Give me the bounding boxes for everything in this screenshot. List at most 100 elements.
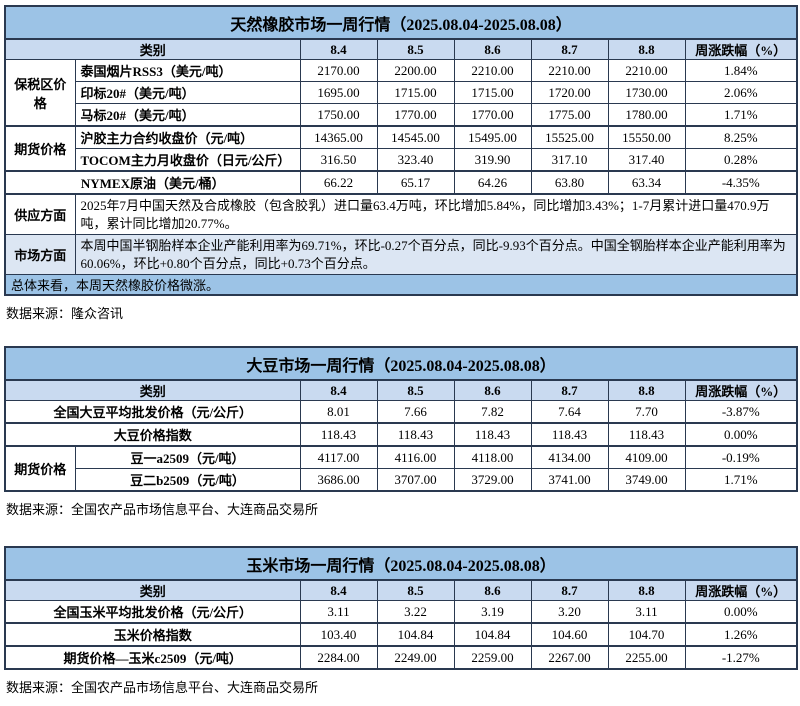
change-cell: 1.71%	[684, 103, 798, 127]
value-cell: 1770.00	[453, 103, 532, 127]
value-cell: 2284.00	[299, 645, 378, 670]
value-cell: 118.43	[453, 422, 532, 447]
value-cell: 103.40	[299, 622, 378, 647]
change-cell: 0.00%	[684, 422, 798, 447]
row-label: 马标20#（美元/吨）	[74, 103, 301, 127]
value-cell: 319.90	[453, 148, 532, 172]
change-header: 周涨跌幅（%）	[684, 38, 798, 60]
change-cell: 0.00%	[684, 600, 798, 624]
market-text: 本周中国半钢胎样本企业产能利用率为69.71%，环比-0.27个百分点，同比-9…	[74, 234, 798, 276]
date-header: 8.6	[453, 38, 532, 60]
value-cell: 2249.00	[376, 645, 455, 670]
value-cell: 4116.00	[376, 445, 455, 470]
value-cell: 3.22	[376, 600, 455, 624]
date-header: 8.5	[376, 38, 455, 60]
row-label: 沪胶主力合约收盘价（元/吨）	[74, 125, 301, 149]
value-cell: 1730.00	[607, 81, 686, 104]
table-row: 玉米价格指数 103.40 104.84 104.84 104.60 104.7…	[4, 622, 798, 647]
rubber-header-row: 类别 8.4 8.5 8.6 8.7 8.8 周涨跌幅（%）	[4, 38, 798, 60]
soybean-header-row: 类别 8.4 8.5 8.6 8.7 8.8 周涨跌幅（%）	[4, 379, 798, 402]
table-row: 印标20#（美元/吨） 1695.00 1715.00 1715.00 1720…	[5, 81, 798, 104]
date-header: 8.7	[530, 38, 609, 60]
supply-row: 供应方面 2025年7月中国天然及合成橡胶（包含胶乳）进口量63.4万吨，环比增…	[4, 193, 798, 236]
value-cell: 4117.00	[299, 445, 378, 470]
change-cell: -4.35%	[684, 170, 798, 195]
date-header: 8.8	[607, 379, 686, 402]
value-cell: 3.11	[607, 600, 686, 624]
value-cell: 1780.00	[607, 103, 686, 127]
table-row: 豆二b2509（元/吨） 3686.00 3707.00 3729.00 374…	[5, 468, 798, 492]
supply-label: 供应方面	[4, 193, 76, 236]
category-header: 类别	[4, 38, 301, 60]
date-header: 8.6	[453, 579, 532, 602]
value-cell: 2267.00	[530, 645, 609, 670]
value-cell: 14545.00	[376, 125, 455, 149]
value-cell: 7.70	[607, 400, 686, 424]
table-row: 期货价格 豆一a2509（元/吨） 4117.00 4116.00 4118.0…	[4, 445, 798, 492]
rubber-data-source: 数据来源：隆众咨讯	[6, 306, 124, 322]
value-cell: 104.70	[607, 622, 686, 647]
value-cell: 1770.00	[376, 103, 455, 127]
row-label: 印标20#（美元/吨）	[74, 81, 301, 104]
corn-table-title: 玉米市场一周行情（2025.08.04-2025.08.08）	[4, 546, 798, 582]
value-cell: 317.40	[607, 148, 686, 172]
date-header: 8.8	[607, 579, 686, 602]
value-cell: 2210.00	[453, 59, 532, 82]
change-cell: 2.06%	[684, 81, 798, 104]
value-cell: 2210.00	[530, 59, 609, 82]
value-cell: 3.20	[530, 600, 609, 624]
value-cell: 1715.00	[453, 81, 532, 104]
table-row: 大豆价格指数 118.43 118.43 118.43 118.43 118.4…	[4, 422, 798, 447]
date-header: 8.4	[299, 579, 378, 602]
change-cell: 0.28%	[684, 148, 798, 172]
corn-market-table: 玉米市场一周行情（2025.08.04-2025.08.08） 类别 8.4 8…	[4, 546, 799, 671]
value-cell: 4134.00	[530, 445, 609, 470]
table-row: TOCOM主力月收盘价（日元/公斤） 316.50 323.40 319.90 …	[5, 148, 798, 172]
market-label: 市场方面	[4, 234, 76, 276]
soybean-market-table: 大豆市场一周行情（2025.08.04-2025.08.08） 类别 8.4 8…	[4, 346, 799, 493]
value-cell: 323.40	[376, 148, 455, 172]
row-label: 大豆价格指数	[4, 422, 301, 447]
value-cell: 4118.00	[453, 445, 532, 470]
value-cell: 15525.00	[530, 125, 609, 149]
group-label-bonded: 保税区价格	[4, 59, 76, 127]
change-cell: 8.25%	[684, 125, 798, 149]
row-label: 豆一a2509（元/吨）	[74, 445, 301, 470]
table-row: 期货价格 沪胶主力合约收盘价（元/吨） 14365.00 14545.00 15…	[4, 125, 798, 172]
summary-text: 总体来看，本周天然橡胶价格微涨。	[4, 274, 798, 296]
value-cell: 15495.00	[453, 125, 532, 149]
change-cell: 1.26%	[684, 622, 798, 647]
value-cell: 118.43	[299, 422, 378, 447]
value-cell: 2200.00	[376, 59, 455, 82]
date-header: 8.5	[376, 379, 455, 402]
change-cell: -0.19%	[684, 445, 798, 470]
row-label: 期货价格—玉米c2509（元/吨）	[4, 645, 301, 670]
value-cell: 118.43	[376, 422, 455, 447]
category-header: 类别	[4, 379, 301, 402]
date-header: 8.4	[299, 38, 378, 60]
row-label: 玉米价格指数	[4, 622, 301, 647]
row-label: 全国玉米平均批发价格（元/公斤）	[4, 600, 301, 624]
summary-row: 总体来看，本周天然橡胶价格微涨。	[4, 274, 798, 296]
change-header: 周涨跌幅（%）	[684, 379, 798, 402]
value-cell: 63.34	[607, 170, 686, 195]
corn-data-source: 数据来源：全国农产品市场信息平台、大连商品交易所	[6, 680, 319, 696]
value-cell: 1695.00	[299, 81, 378, 104]
table-row: 全国玉米平均批发价格（元/公斤） 3.11 3.22 3.19 3.20 3.1…	[4, 600, 798, 624]
value-cell: 4109.00	[607, 445, 686, 470]
date-header: 8.7	[530, 579, 609, 602]
rubber-market-table: 天然橡胶市场一周行情（2025.08.04-2025.08.08） 类别 8.4…	[4, 5, 799, 297]
value-cell: 7.82	[453, 400, 532, 424]
corn-header-row: 类别 8.4 8.5 8.6 8.7 8.8 周涨跌幅（%）	[4, 579, 798, 602]
value-cell: 1720.00	[530, 81, 609, 104]
value-cell: 1715.00	[376, 81, 455, 104]
value-cell: 3707.00	[376, 468, 455, 492]
supply-text: 2025年7月中国天然及合成橡胶（包含胶乳）进口量63.4万吨，环比增加5.84…	[74, 193, 798, 236]
change-cell: -1.27%	[684, 645, 798, 670]
value-cell: 3.11	[299, 600, 378, 624]
table-row: 保税区价格 泰国烟片RSS3（美元/吨） 2170.00 2200.00 221…	[4, 59, 798, 127]
value-cell: 104.60	[530, 622, 609, 647]
value-cell: 3729.00	[453, 468, 532, 492]
row-label: TOCOM主力月收盘价（日元/公斤）	[74, 148, 301, 172]
change-cell: 1.84%	[684, 59, 798, 82]
